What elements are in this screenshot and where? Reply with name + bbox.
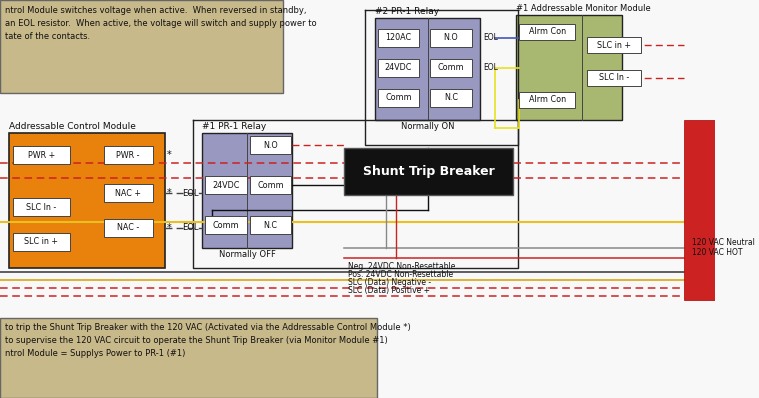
Bar bbox=[0, 0, 282, 93]
Text: Comm: Comm bbox=[385, 94, 411, 103]
Bar bbox=[378, 59, 419, 77]
Bar bbox=[519, 24, 575, 40]
Text: PWR +: PWR + bbox=[28, 150, 55, 160]
Bar bbox=[587, 70, 641, 86]
Text: #1 Addressable Monitor Module: #1 Addressable Monitor Module bbox=[516, 4, 650, 13]
Text: Alrm Con: Alrm Con bbox=[528, 96, 565, 105]
Text: EOL: EOL bbox=[181, 224, 198, 232]
Text: *: * bbox=[167, 188, 172, 198]
Text: 24VDC: 24VDC bbox=[385, 64, 412, 72]
Bar bbox=[13, 198, 70, 216]
Bar bbox=[250, 136, 291, 154]
Text: EOL: EOL bbox=[181, 189, 198, 197]
Text: #1 PR-1 Relay: #1 PR-1 Relay bbox=[203, 122, 266, 131]
Text: to trip the Shunt Trip Breaker with the 120 VAC (Activated via the Addressable C: to trip the Shunt Trip Breaker with the … bbox=[5, 323, 411, 332]
Bar bbox=[378, 89, 419, 107]
Bar bbox=[516, 15, 622, 120]
Bar bbox=[205, 216, 247, 234]
Text: NAC -: NAC - bbox=[117, 224, 139, 232]
Bar bbox=[684, 120, 715, 300]
Bar bbox=[205, 176, 247, 194]
Bar bbox=[519, 92, 575, 108]
Text: SLC in +: SLC in + bbox=[24, 238, 58, 246]
Text: SLC In -: SLC In - bbox=[27, 203, 57, 211]
Text: N.O: N.O bbox=[263, 140, 278, 150]
Text: SLC in +: SLC in + bbox=[597, 41, 631, 49]
Text: SLC (Data) Positive +: SLC (Data) Positive + bbox=[348, 286, 430, 295]
Text: tate of the contacts.: tate of the contacts. bbox=[5, 32, 90, 41]
Bar bbox=[13, 146, 70, 164]
Text: 120AC: 120AC bbox=[386, 33, 411, 43]
Bar bbox=[378, 29, 419, 47]
Text: 120 VAC HOT: 120 VAC HOT bbox=[692, 248, 742, 257]
Bar bbox=[375, 18, 480, 120]
Bar bbox=[430, 59, 472, 77]
Text: EOL: EOL bbox=[483, 33, 498, 43]
Text: N.O: N.O bbox=[444, 33, 458, 43]
Bar bbox=[344, 148, 513, 195]
Bar bbox=[203, 133, 292, 248]
Bar bbox=[587, 37, 641, 53]
Text: *: * bbox=[167, 223, 172, 233]
Text: ntrol Module switches voltage when active.  When reversed in standby,: ntrol Module switches voltage when activ… bbox=[5, 6, 306, 15]
Text: #2 PR-1 Relay: #2 PR-1 Relay bbox=[375, 7, 439, 16]
Text: Comm: Comm bbox=[213, 220, 239, 230]
Text: SLC (Data) Negative -: SLC (Data) Negative - bbox=[348, 278, 432, 287]
Text: to supervise the 120 VAC circuit to operate the Shunt Trip Breaker (via Monitor : to supervise the 120 VAC circuit to oper… bbox=[5, 336, 387, 345]
Text: Addressable Control Module: Addressable Control Module bbox=[9, 122, 137, 131]
Text: N.C: N.C bbox=[444, 94, 458, 103]
Bar bbox=[103, 146, 153, 164]
Text: Normally OFF: Normally OFF bbox=[219, 250, 276, 259]
Bar bbox=[430, 89, 472, 107]
Text: Normally ON: Normally ON bbox=[401, 122, 455, 131]
Text: ntrol Module = Supplys Power to PR-1 (#1): ntrol Module = Supplys Power to PR-1 (#1… bbox=[5, 349, 185, 358]
Text: Alrm Con: Alrm Con bbox=[528, 27, 565, 37]
Text: Shunt Trip Breaker: Shunt Trip Breaker bbox=[363, 165, 494, 178]
Text: SLC In -: SLC In - bbox=[599, 74, 629, 82]
Bar bbox=[0, 318, 376, 398]
Text: an EOL resistor.  When active, the voltage will switch and supply power to: an EOL resistor. When active, the voltag… bbox=[5, 19, 317, 28]
Bar bbox=[250, 216, 291, 234]
Bar bbox=[430, 29, 472, 47]
Bar bbox=[103, 184, 153, 202]
Text: Comm: Comm bbox=[438, 64, 465, 72]
Text: 24VDC: 24VDC bbox=[213, 181, 240, 189]
Text: 120 VAC Neutral: 120 VAC Neutral bbox=[692, 238, 755, 247]
Text: PWR -: PWR - bbox=[116, 150, 140, 160]
Bar bbox=[13, 233, 70, 251]
Text: N.C: N.C bbox=[263, 220, 278, 230]
Text: Pos. 24VDC Non-Resettable: Pos. 24VDC Non-Resettable bbox=[348, 270, 454, 279]
Bar bbox=[9, 133, 165, 268]
Text: *: * bbox=[167, 150, 172, 160]
Bar bbox=[103, 219, 153, 237]
Text: Neg. 24VDC Non-Resettable: Neg. 24VDC Non-Resettable bbox=[348, 262, 456, 271]
Text: Comm: Comm bbox=[257, 181, 284, 189]
Text: NAC +: NAC + bbox=[115, 189, 141, 197]
Text: EOL: EOL bbox=[483, 64, 498, 72]
Bar bbox=[250, 176, 291, 194]
